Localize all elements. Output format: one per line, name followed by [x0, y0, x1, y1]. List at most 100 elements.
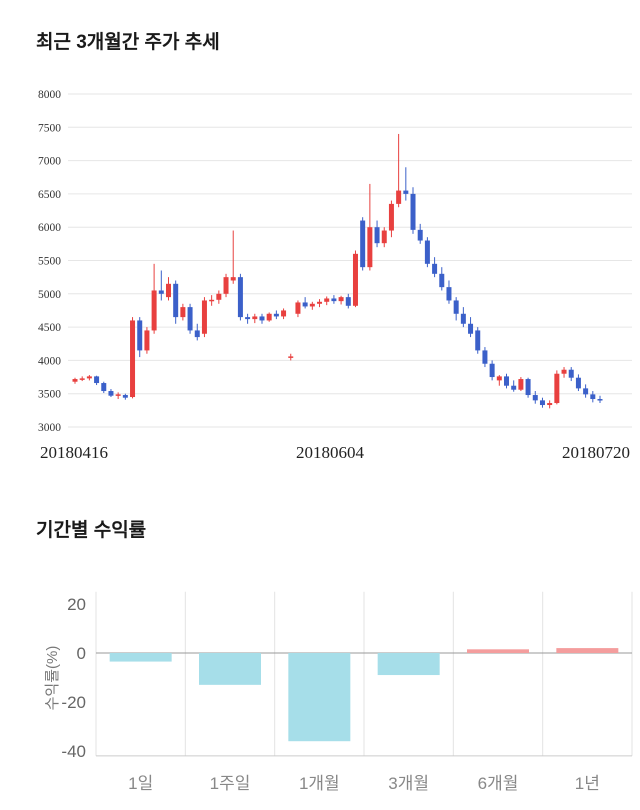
category-label: 6개월 — [478, 774, 519, 793]
candle-body — [453, 300, 459, 314]
price-chart-title: 최근 3개월간 주가 추세 — [36, 32, 220, 53]
y-axis-tick-label: 4000 — [38, 355, 61, 367]
candle-body — [468, 323, 474, 334]
candle-body — [583, 388, 589, 395]
y-axis-tick-label: 7500 — [38, 122, 61, 134]
candle-body — [504, 376, 510, 386]
x-axis-date-label: 20180720 — [562, 443, 630, 462]
y-axis-tick-label: 3000 — [38, 422, 61, 434]
candle-body — [381, 230, 387, 244]
candle-body — [568, 369, 574, 378]
candle-body — [324, 298, 330, 302]
candle-body — [561, 369, 567, 374]
candle-body — [403, 190, 409, 194]
candle-body — [144, 330, 150, 351]
candle-body — [554, 373, 560, 404]
candle-body — [94, 376, 100, 384]
candle-body — [108, 391, 114, 396]
candle-body — [352, 253, 358, 306]
return-bar — [467, 649, 529, 653]
candle-body — [460, 313, 466, 324]
category-label: 1년 — [575, 774, 600, 793]
candle-body — [295, 302, 301, 314]
category-label: 1일 — [128, 774, 153, 793]
candle-body — [496, 376, 502, 381]
candle-body — [252, 316, 258, 320]
candle-body — [209, 299, 215, 302]
candle-body — [158, 290, 164, 294]
candle-body — [309, 303, 315, 307]
y-axis-tick-label: 0 — [77, 644, 86, 663]
candle-body — [597, 399, 603, 401]
candle-body — [338, 297, 344, 302]
y-axis-tick-label: 5500 — [38, 256, 61, 268]
y-axis-title: 수익률(%) — [44, 646, 61, 711]
y-axis-tick-label: 6000 — [38, 222, 61, 234]
candle-body — [417, 229, 423, 241]
candle-body — [79, 378, 85, 380]
y-axis-tick-label: 8000 — [38, 89, 61, 101]
candle-body — [424, 240, 430, 264]
candle-body — [525, 379, 531, 396]
candle-body — [245, 317, 251, 320]
candle-body — [216, 293, 222, 300]
candle-body — [72, 379, 78, 382]
candlestick-chart: 3000 3500 4000 4500 5000 5500 6000 6500 7000 7500… — [38, 89, 632, 462]
candle-body — [230, 277, 236, 281]
return-bar — [199, 653, 261, 685]
x-axis-date-label: 20180604 — [296, 443, 365, 462]
candle-body — [137, 320, 143, 351]
candle-body — [115, 394, 121, 396]
candle-body — [489, 363, 495, 378]
category-label: 1개월 — [299, 774, 340, 793]
candle-body — [482, 350, 488, 364]
candle-body — [590, 394, 596, 400]
candle-body — [446, 287, 452, 301]
y-axis-tick-label: -40 — [61, 742, 86, 761]
candle-body — [432, 263, 438, 274]
y-axis-tick-label: 20 — [67, 595, 86, 614]
candle-body — [511, 385, 517, 390]
candle-body — [223, 277, 229, 294]
candle-body — [101, 383, 107, 392]
candle-body — [547, 403, 553, 406]
candle-body — [86, 376, 92, 379]
candle-body — [396, 190, 402, 204]
returns-bar-chart: 20 0 -20 -40 1일 1주일 1개월 3개월 6개월 1년 수익률(%) — [44, 591, 633, 793]
candle-body — [518, 379, 524, 390]
category-label: 1주일 — [210, 774, 251, 793]
candle-body — [475, 330, 481, 351]
candle-body — [331, 298, 337, 302]
candle-body — [173, 283, 179, 318]
candle-body — [194, 330, 200, 338]
candle-body — [288, 356, 294, 358]
return-bar — [556, 648, 619, 653]
candle-body — [410, 193, 416, 230]
y-axis-tick-label: 3500 — [38, 389, 61, 401]
candle-body — [281, 310, 287, 317]
candle-body — [259, 316, 265, 321]
candle-body — [360, 220, 366, 268]
y-axis-tick-label: 4500 — [38, 322, 61, 334]
y-axis-tick-label: -20 — [61, 693, 86, 712]
returns-chart-title: 기간별 수익률 — [36, 520, 147, 541]
candle-body — [165, 283, 171, 298]
candle-body — [388, 203, 394, 231]
candle-body — [273, 313, 279, 317]
return-bar — [288, 653, 351, 742]
candle-body — [374, 227, 380, 244]
candle-body — [439, 273, 445, 288]
candle-body — [367, 227, 373, 268]
y-axis-tick-label: 7000 — [38, 156, 61, 168]
candle-body — [532, 395, 538, 401]
candle-body — [151, 290, 157, 331]
y-axis-tick-label: 6500 — [38, 189, 61, 201]
y-axis-tick-label: 5000 — [38, 289, 61, 301]
category-label: 3개월 — [388, 774, 429, 793]
candle-body — [180, 307, 186, 318]
candle-body — [122, 395, 128, 398]
return-bar — [377, 653, 440, 676]
candle-body — [575, 377, 581, 389]
candle-body — [130, 320, 136, 398]
return-bar — [109, 653, 172, 662]
